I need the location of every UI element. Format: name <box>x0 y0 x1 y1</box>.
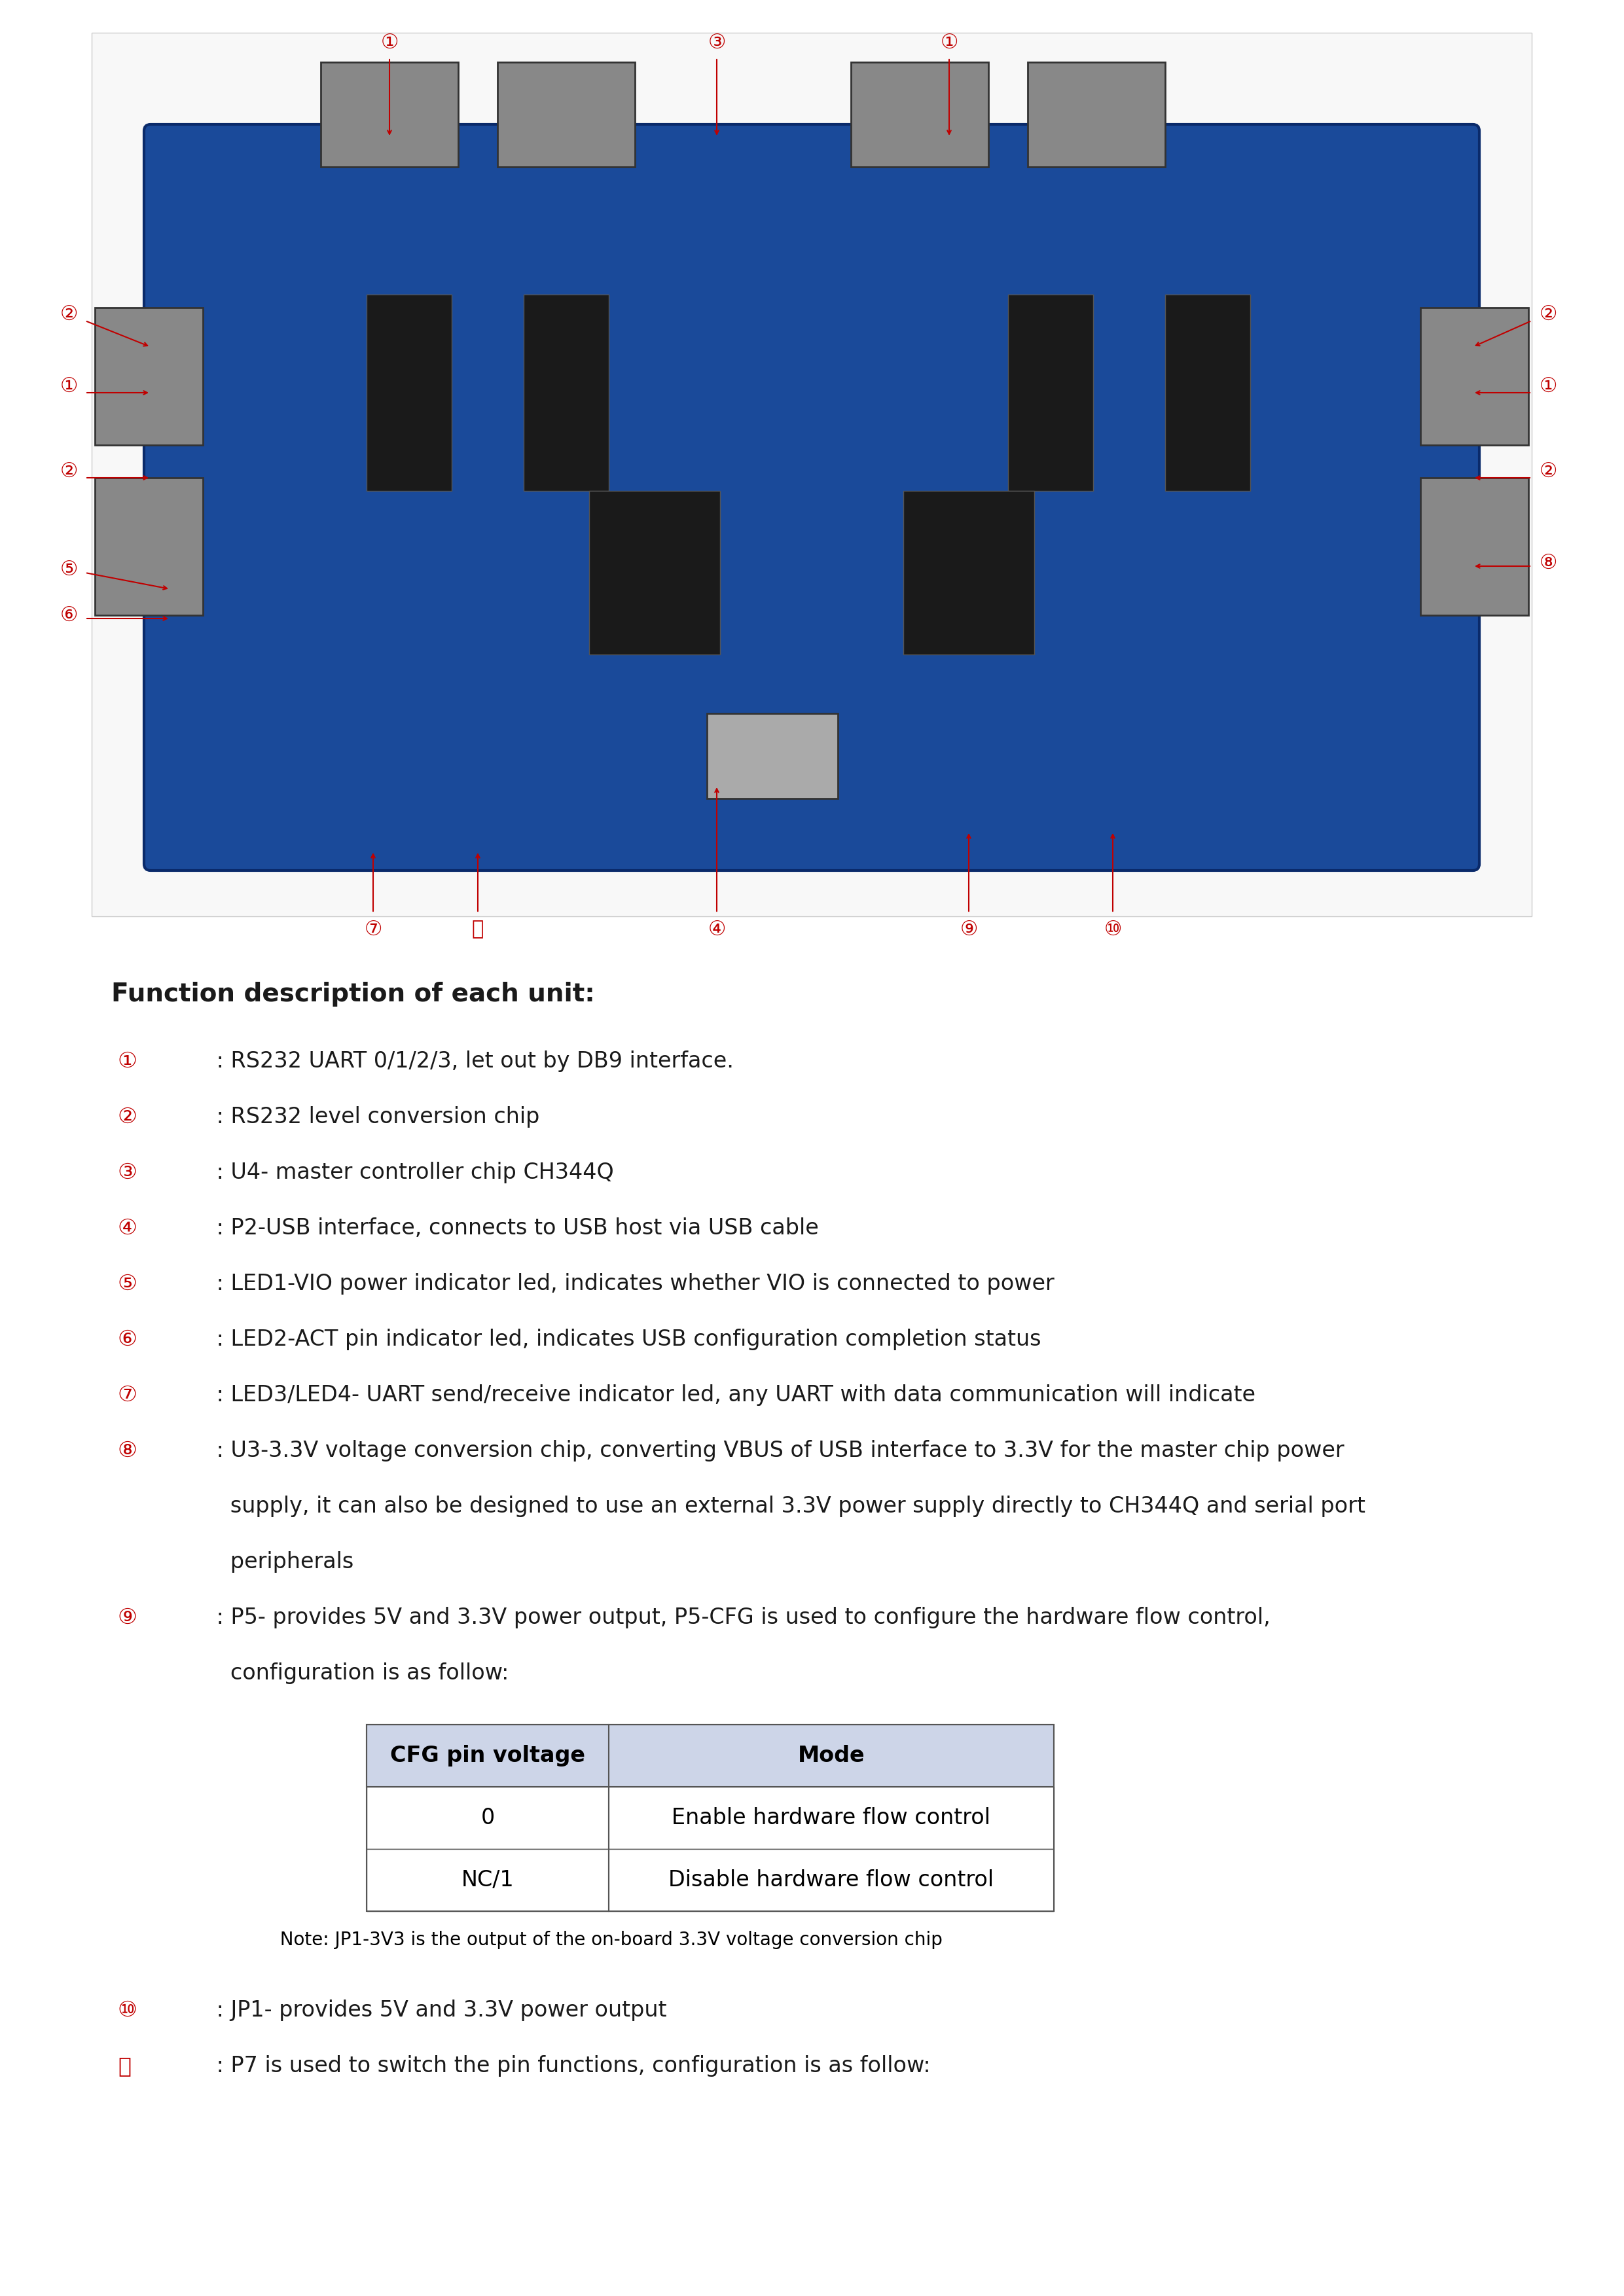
Text: configuration is as follow:: configuration is as follow: <box>209 1662 508 1683</box>
Text: : RS232 UART 0/1/2/3, let out by DB9 interface.: : RS232 UART 0/1/2/3, let out by DB9 int… <box>209 1052 734 1072</box>
Text: 0: 0 <box>481 1807 495 1828</box>
Text: : P2-USB interface, connects to USB host via USB cable: : P2-USB interface, connects to USB host… <box>209 1217 818 1240</box>
Text: CFG pin voltage: CFG pin voltage <box>390 1745 585 1766</box>
Text: ②: ② <box>60 461 78 480</box>
Bar <box>91 32 1531 916</box>
Text: : LED1-VIO power indicator led, indicates whether VIO is connected to power: : LED1-VIO power indicator led, indicate… <box>209 1272 1054 1295</box>
Text: ⑩: ⑩ <box>1104 921 1122 939</box>
Bar <box>94 478 203 615</box>
Text: ⑧: ⑧ <box>1540 553 1557 572</box>
Text: Function description of each unit:: Function description of each unit: <box>112 983 594 1006</box>
Text: ①: ① <box>1540 377 1557 395</box>
Bar <box>1164 294 1250 491</box>
Text: : P5- provides 5V and 3.3V power output, P5-CFG is used to configure the hardwar: : P5- provides 5V and 3.3V power output,… <box>209 1607 1270 1628</box>
Bar <box>590 491 719 654</box>
Bar <box>903 491 1034 654</box>
Text: ⑥: ⑥ <box>119 1329 138 1350</box>
Bar <box>367 294 451 491</box>
FancyBboxPatch shape <box>145 124 1479 870</box>
Text: ④: ④ <box>119 1217 138 1240</box>
Text: ②: ② <box>60 305 78 324</box>
Text: : U4- master controller chip CH344Q: : U4- master controller chip CH344Q <box>209 1162 614 1182</box>
Text: ②: ② <box>119 1107 138 1127</box>
Text: ②: ② <box>1540 461 1557 480</box>
Text: supply, it can also be designed to use an external 3.3V power supply directly to: supply, it can also be designed to use a… <box>209 1495 1366 1518</box>
Text: ⑤: ⑤ <box>60 560 78 579</box>
Text: : P7 is used to switch the pin functions, configuration is as follow:: : P7 is used to switch the pin functions… <box>209 2055 931 2078</box>
Bar <box>1421 308 1528 445</box>
Text: : U3-3.3V voltage conversion chip, converting VBUS of USB interface to 3.3V for : : U3-3.3V voltage conversion chip, conve… <box>209 1440 1345 1463</box>
Text: ①: ① <box>940 32 958 53</box>
Text: ⑦: ⑦ <box>364 921 382 939</box>
Bar <box>367 1786 1054 1848</box>
Text: ⑥: ⑥ <box>60 606 78 625</box>
Text: Mode: Mode <box>797 1745 866 1766</box>
Bar <box>1028 62 1164 168</box>
Bar <box>322 62 458 168</box>
Text: : LED3/LED4- UART send/receive indicator led, any UART with data communication w: : LED3/LED4- UART send/receive indicator… <box>209 1384 1255 1405</box>
Text: ③: ③ <box>119 1162 138 1182</box>
Text: ①: ① <box>60 377 78 395</box>
Text: ⑤: ⑤ <box>119 1272 138 1295</box>
Text: NC/1: NC/1 <box>461 1869 515 1892</box>
Text: ⑨: ⑨ <box>119 1607 138 1628</box>
Text: ⑨: ⑨ <box>960 921 978 939</box>
Text: ⑪: ⑪ <box>119 2055 132 2078</box>
Text: Enable hardware flow control: Enable hardware flow control <box>672 1807 991 1828</box>
Bar <box>94 308 203 445</box>
Bar <box>1421 478 1528 615</box>
Text: ④: ④ <box>708 921 726 939</box>
Text: : JP1- provides 5V and 3.3V power output: : JP1- provides 5V and 3.3V power output <box>209 2000 667 2020</box>
Bar <box>367 1724 1054 1786</box>
Bar <box>851 62 989 168</box>
Text: ①: ① <box>380 32 398 53</box>
Text: Note: JP1-3V3 is the output of the on-board 3.3V voltage conversion chip: Note: JP1-3V3 is the output of the on-bo… <box>268 1931 942 1949</box>
Text: ⑧: ⑧ <box>119 1440 138 1463</box>
Text: : LED2-ACT pin indicator led, indicates USB configuration completion status: : LED2-ACT pin indicator led, indicates … <box>209 1329 1041 1350</box>
Text: peripherals: peripherals <box>209 1552 354 1573</box>
Text: Disable hardware flow control: Disable hardware flow control <box>669 1869 994 1892</box>
Bar <box>706 714 838 799</box>
Text: ②: ② <box>1540 305 1557 324</box>
Text: ①: ① <box>119 1052 138 1072</box>
Bar <box>1009 294 1093 491</box>
Text: ⑪: ⑪ <box>473 921 484 939</box>
Text: ⑦: ⑦ <box>119 1384 138 1405</box>
Bar <box>367 1724 1054 1910</box>
Bar <box>523 294 609 491</box>
Text: ③: ③ <box>708 32 726 53</box>
Text: ⑩: ⑩ <box>119 2000 138 2020</box>
Bar <box>367 1848 1054 1910</box>
Bar <box>497 62 635 168</box>
Text: : RS232 level conversion chip: : RS232 level conversion chip <box>209 1107 539 1127</box>
